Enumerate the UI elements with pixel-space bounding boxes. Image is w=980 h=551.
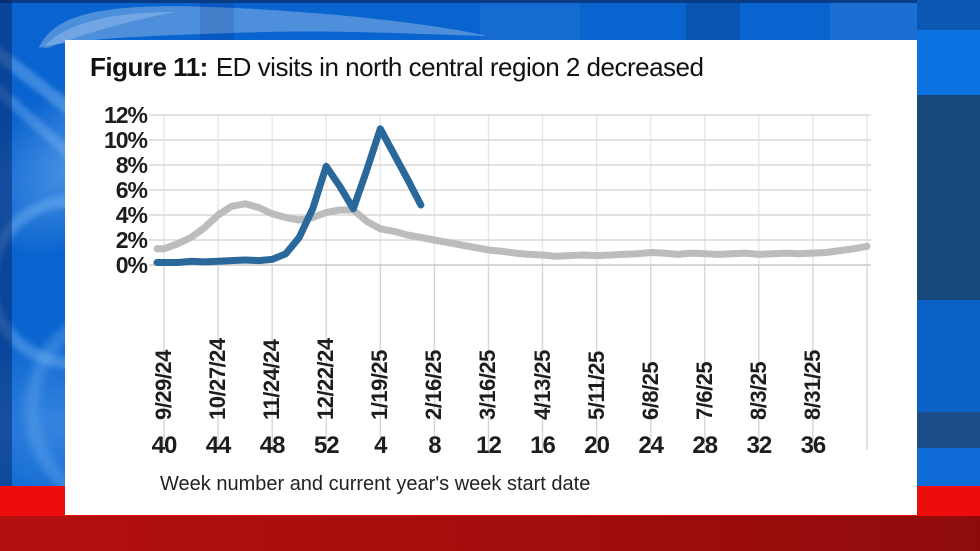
date-tick-label: 4/13/25	[529, 350, 555, 420]
y-tick-label: 10%	[103, 127, 148, 153]
week-tick-label: 20	[584, 432, 610, 459]
chart-plot	[149, 114, 871, 450]
background-shade-band	[830, 3, 917, 40]
date-tick-label: 7/6/25	[691, 361, 717, 420]
background-swoosh	[39, 6, 487, 48]
background-block	[917, 448, 980, 487]
week-tick-label: 36	[800, 432, 827, 459]
background-block	[917, 0, 980, 30]
background-right-blocks	[917, 0, 980, 551]
gray-line	[153, 200, 871, 260]
y-tick-label: 2%	[115, 227, 148, 253]
blue-line	[153, 125, 425, 266]
figure-panel: Figure 11: ED visits in north central reg…	[65, 40, 917, 515]
background-block	[917, 95, 980, 300]
background-left-edge	[0, 0, 12, 486]
y-tick-label: 0%	[115, 252, 148, 278]
date-tick-label: 12/22/24	[313, 338, 339, 420]
week-tick-label: 32	[746, 432, 772, 459]
y-tick-label: 6%	[115, 177, 148, 203]
date-tick-label: 5/11/25	[583, 351, 609, 420]
week-tick-label: 16	[530, 432, 556, 459]
background-top-edge	[0, 0, 980, 3]
background-block	[917, 300, 980, 412]
week-tick-label: 52	[313, 432, 340, 459]
date-tick-label: 8/31/25	[799, 350, 825, 420]
date-tick-label: 6/8/25	[637, 361, 663, 420]
date-tick-label: 8/3/25	[745, 361, 771, 420]
background-shade-band	[686, 3, 740, 40]
background-block	[917, 412, 980, 448]
dark-red-band	[0, 516, 980, 551]
week-tick-label: 40	[151, 432, 178, 459]
week-tick-label: 44	[205, 432, 232, 459]
date-tick-label: 10/27/24	[205, 338, 231, 420]
y-tick-label: 4%	[115, 202, 148, 228]
date-tick-label: 9/29/24	[151, 350, 176, 420]
figure-number: Figure 11:	[90, 52, 208, 82]
background-shade-band	[480, 3, 580, 40]
week-tick-label: 8	[428, 432, 441, 459]
week-tick-label: 12	[476, 432, 502, 459]
date-tick-label: 1/19/25	[367, 350, 393, 420]
date-tick-label: 3/16/25	[475, 350, 501, 420]
date-tick-label: 2/16/25	[421, 350, 447, 420]
y-tick-label: 8%	[115, 152, 148, 178]
x-axis-caption: Week number and current year's week star…	[160, 473, 591, 495]
figure-title-text: ED visits in north central region 2 decr…	[215, 52, 704, 82]
background-block	[917, 30, 980, 95]
background-shade-band	[200, 3, 234, 40]
week-tick-label: 28	[692, 432, 718, 459]
date-tick-label: 11/24/24	[259, 339, 285, 420]
figure-title: Figure 11: ED visits in north central reg…	[90, 52, 704, 83]
week-tick-label: 4	[374, 432, 387, 459]
week-tick-label: 24	[638, 432, 664, 459]
week-tick-label: 48	[259, 432, 286, 459]
y-tick-label: 12%	[103, 102, 148, 128]
